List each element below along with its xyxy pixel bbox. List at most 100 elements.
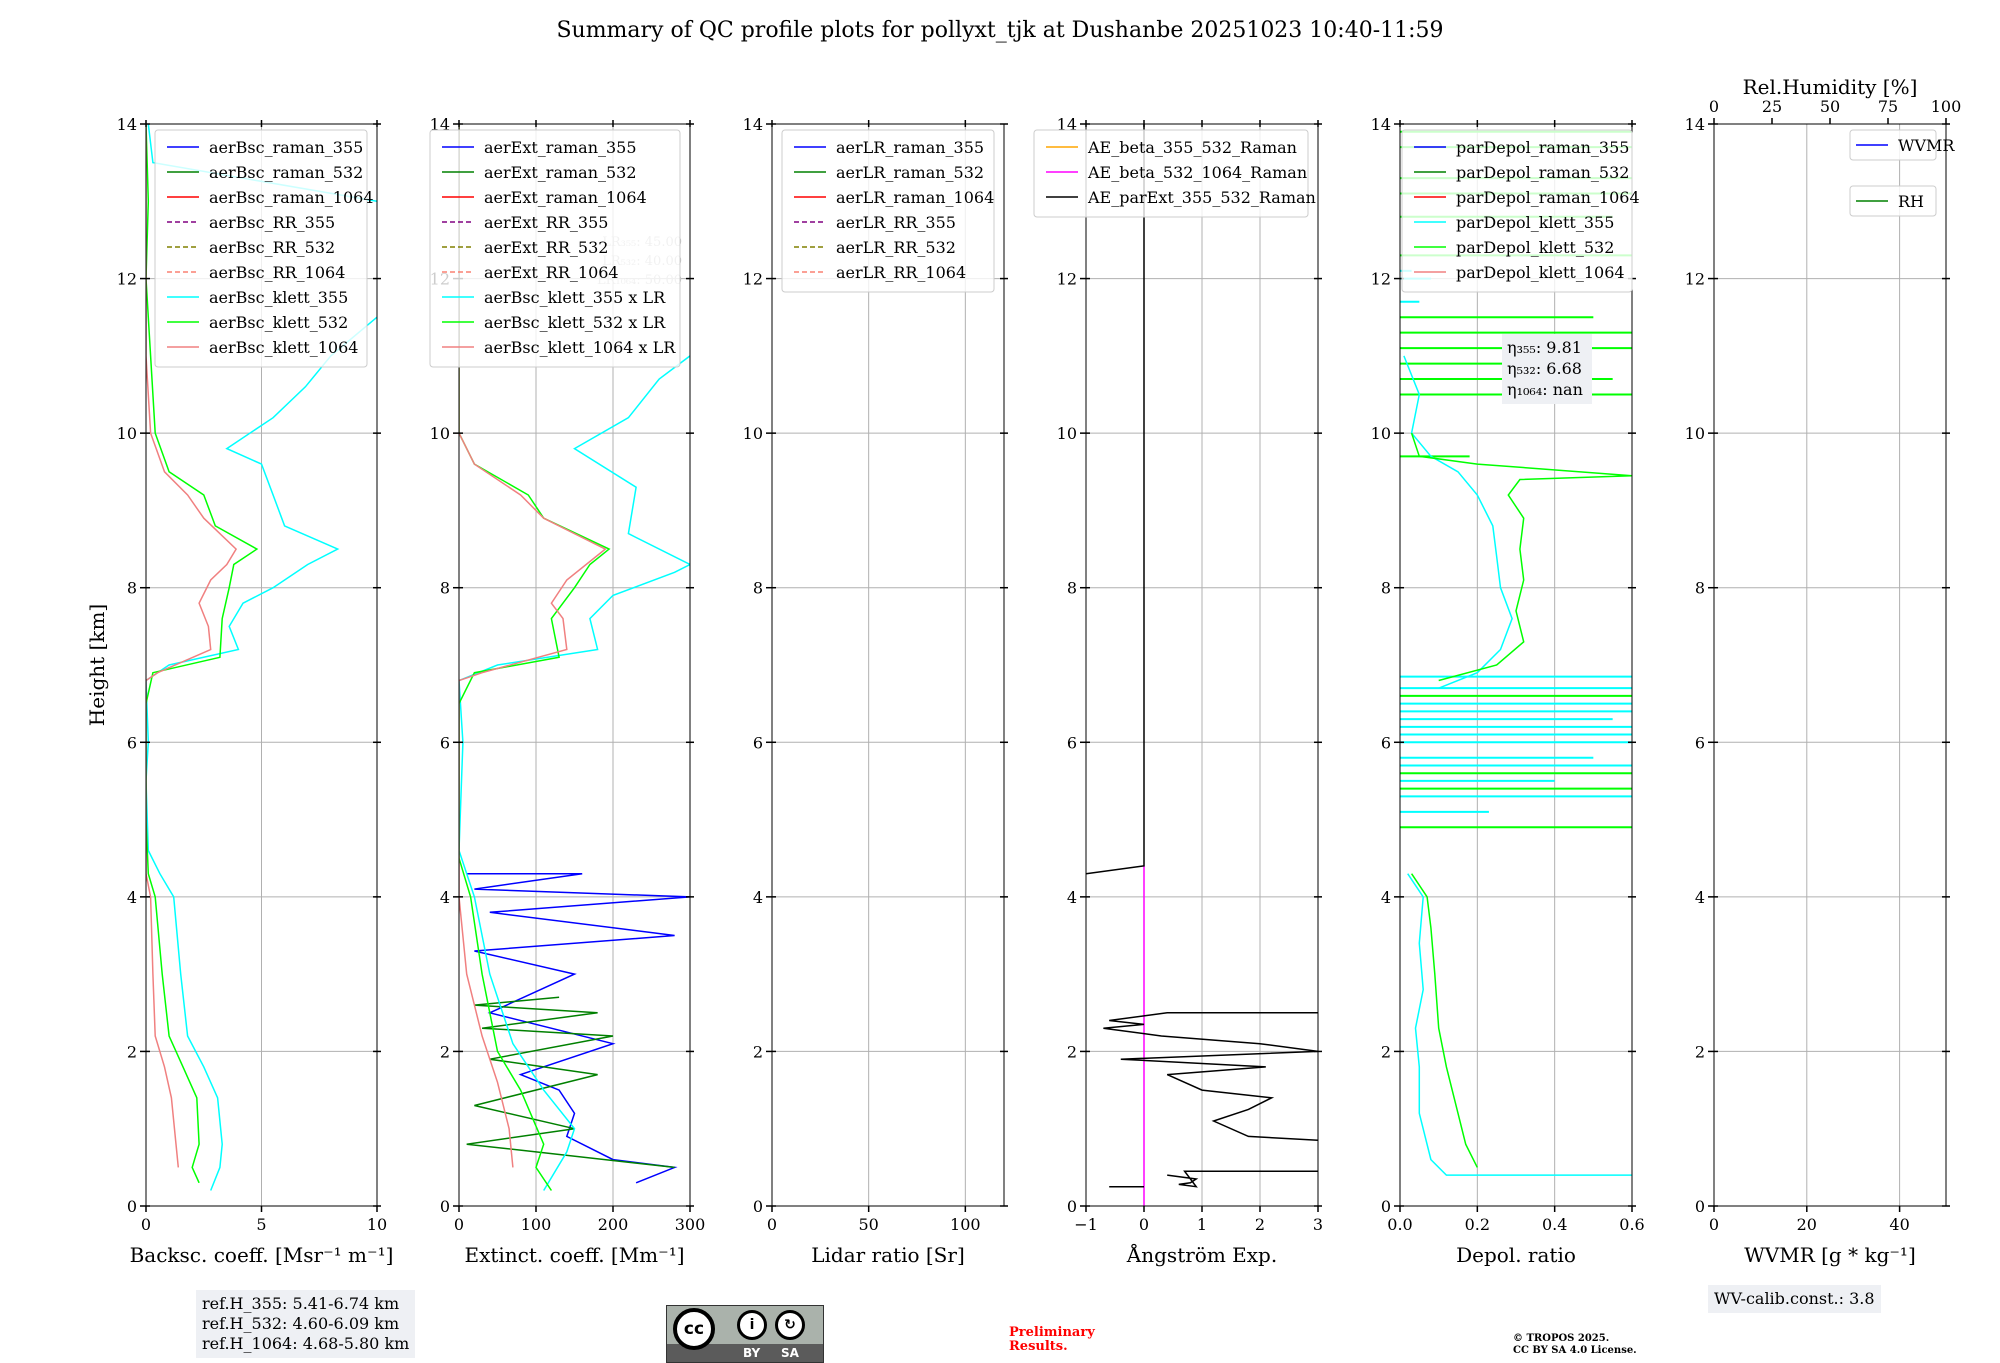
ytick-label: 10	[1057, 424, 1077, 443]
ytick-label: 2	[1067, 1042, 1077, 1061]
legend-box	[781, 129, 995, 293]
ytick-label: 4	[753, 888, 763, 907]
wv-calib-box: WV-calib.const.: 3.8	[1708, 1285, 1881, 1313]
axes-frame	[458, 123, 691, 1207]
xtick-label: 0	[141, 1215, 151, 1234]
ytick-label: 12	[743, 270, 763, 289]
xtick-label: 50	[858, 1215, 878, 1234]
legend-label: aerLR_raman_1064	[836, 188, 994, 207]
preliminary-note: Preliminary Results.	[1009, 1325, 1095, 1354]
xtick-label: 0	[1139, 1215, 1149, 1234]
ytick-label: 0	[127, 1197, 137, 1216]
legend-label: AE_parExt_355_532_Raman	[1087, 188, 1316, 207]
ytick-label: 0	[1695, 1197, 1705, 1216]
legend-label: aerLR_raman_355	[836, 138, 984, 157]
ytick-label: 8	[1381, 579, 1391, 598]
legend-box	[429, 129, 681, 368]
legend-label: aerBsc_klett_355	[209, 288, 348, 307]
series-line-AE_parExt_355_532_Raman	[1103, 1012, 1318, 1142]
cc-icon: cc	[673, 1308, 715, 1350]
ytick-label: 4	[1381, 888, 1391, 907]
ytick-label: 14	[743, 115, 763, 134]
eta-annotation: η₅₃₂: 6.68	[1507, 359, 1582, 378]
ytick-label: 12	[1371, 270, 1391, 289]
x-axis-label: Depol. ratio	[1456, 1243, 1576, 1267]
xtick-top-label: 25	[1762, 97, 1782, 116]
xtick-label: 2	[1255, 1215, 1265, 1234]
legend-label: aerExt_raman_1064	[484, 188, 647, 207]
series-line-aerBsc_klett_532	[146, 124, 259, 1184]
ytick-label: 4	[440, 888, 450, 907]
axes-frame	[771, 123, 1005, 1207]
series-line-aerExt_raman_355	[466, 872, 690, 1184]
ytick-label: 2	[127, 1042, 137, 1061]
xtick-label: 20	[1797, 1215, 1817, 1234]
legend-label: aerBsc_klett_1064	[209, 338, 358, 357]
eta-annotation: η₃₅₅: 9.81	[1507, 338, 1582, 357]
legend-box	[1849, 185, 1937, 217]
xtick-label: 3	[1313, 1215, 1323, 1234]
xtick-label: 0	[454, 1215, 464, 1234]
eta-annotation-box	[1502, 334, 1592, 404]
ytick-label: 12	[1057, 270, 1077, 289]
series-line-parDepol_klett_532	[1410, 432, 1632, 682]
legend-label: aerBsc_RR_532	[209, 238, 335, 257]
ytick-label: 14	[117, 115, 137, 134]
series-line-aerBsc_klett_1064	[146, 124, 238, 1168]
ytick-label: 0	[1381, 1197, 1391, 1216]
legend-box	[1849, 129, 1937, 161]
xtick-label: −1	[1074, 1215, 1098, 1234]
legend-label: aerLR_raman_532	[836, 163, 984, 182]
xtick-label: 100	[950, 1215, 981, 1234]
copyright-note: © TROPOS 2025. CC BY SA 4.0 License.	[1513, 1333, 1637, 1356]
top-axis-label: Rel.Humidity [%]	[1743, 75, 1918, 99]
legend-label: parDepol_klett_532	[1456, 238, 1614, 257]
xtick-label: 0.6	[1619, 1215, 1644, 1234]
ytick-label: 8	[127, 579, 137, 598]
xtick-top-label: 50	[1820, 97, 1840, 116]
ytick-label: 8	[753, 579, 763, 598]
ref-height-355: ref.H_355: 5.41-6.74 km	[202, 1294, 400, 1313]
ytick-label: 4	[1695, 888, 1705, 907]
xtick-label: 0	[1709, 1215, 1719, 1234]
ytick-label: 0	[1067, 1197, 1077, 1216]
legend-label: aerExt_RR_532	[484, 238, 608, 257]
ytick-label: 2	[753, 1042, 763, 1061]
legend-label: aerExt_raman_532	[484, 163, 637, 182]
eta-annotation: η₁₀₆₄: nan	[1507, 380, 1583, 399]
xtick-label: 0	[767, 1215, 777, 1234]
legend-label: aerBsc_raman_355	[209, 138, 363, 157]
ytick-label: 2	[1695, 1042, 1705, 1061]
ytick-label: 6	[1067, 733, 1077, 752]
series-line-aerBsc_klett_532 x LR	[459, 124, 611, 1191]
xtick-label: 10	[367, 1215, 387, 1234]
ytick-label: 10	[743, 424, 763, 443]
ytick-label: 14	[1057, 115, 1077, 134]
ytick-label: 6	[440, 733, 450, 752]
legend-label: parDepol_raman_532	[1456, 163, 1629, 182]
ytick-label: 8	[1067, 579, 1077, 598]
legend-label: aerBsc_RR_1064	[209, 263, 345, 282]
legend-label: aerLR_RR_355	[836, 213, 956, 232]
series-line-aerBsc_klett_355 x LR	[459, 355, 690, 1191]
xtick-label: 5	[256, 1215, 266, 1234]
x-axis-label: WVMR [g * kg⁻¹]	[1744, 1243, 1916, 1267]
figure-title: Summary of QC profile plots for pollyxt_…	[556, 18, 1444, 43]
ytick-label: 6	[127, 733, 137, 752]
cc-by-label: BY	[743, 1346, 761, 1360]
x-axis-label: Extinct. coeff. [Mm⁻¹]	[464, 1243, 684, 1267]
xtick-label: 100	[521, 1215, 552, 1234]
legend-label: AE_beta_355_532_Raman	[1087, 138, 1297, 157]
legend-box	[154, 129, 368, 368]
legend-label: aerExt_RR_1064	[484, 263, 619, 282]
ytick-label: 10	[1371, 424, 1391, 443]
series-line-parDepol_klett_355	[1403, 355, 1513, 689]
share-alike-icon: ↻	[775, 1310, 805, 1340]
xtick-label: 300	[675, 1215, 706, 1234]
x-axis-label: Backsc. coeff. [Msr⁻¹ m⁻¹]	[130, 1243, 394, 1267]
ytick-label: 8	[1695, 579, 1705, 598]
legend-label: aerBsc_klett_1064 x LR	[484, 338, 676, 357]
ytick-label: 4	[1067, 888, 1077, 907]
